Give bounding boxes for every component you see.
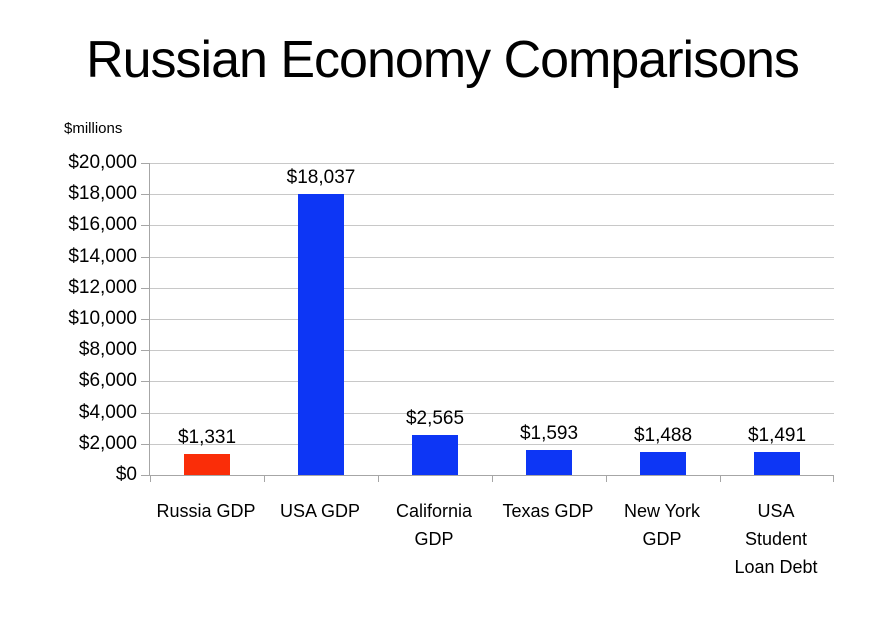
y-tick — [141, 412, 150, 414]
plot-area: $0 $2,000 $4,000 $6,000 $8,000 $10,000 $12,000… — [68, 152, 834, 485]
x-axis-category-labels: Russia GDP USA GDP California GDP Texas GDP… — [149, 497, 833, 597]
bar — [184, 454, 230, 475]
bar-value-label: $18,037 — [286, 166, 356, 188]
category-label: Texas GDP — [502, 501, 594, 521]
x-tick — [264, 475, 265, 482]
category-label: USA Student Loan Debt — [734, 501, 818, 577]
y-tick-label: $16,000 — [68, 214, 137, 236]
gridline — [150, 256, 834, 258]
category-label: USA GDP — [279, 501, 361, 521]
y-tick-label: $0 — [115, 464, 137, 485]
y-tick-label: $20,000 — [68, 152, 137, 173]
y-tick — [141, 256, 150, 258]
y-tick — [141, 319, 150, 320]
bar — [412, 435, 458, 475]
y-tick — [141, 194, 150, 196]
x-tick — [833, 475, 834, 482]
gridline — [150, 381, 834, 383]
y-tick-label: $6,000 — [78, 370, 137, 392]
bar — [526, 450, 572, 475]
x-tick — [378, 475, 379, 482]
x-tick — [720, 475, 721, 482]
gridline — [150, 163, 834, 164]
bar — [640, 451, 686, 475]
bar — [754, 451, 800, 475]
y-tick — [141, 350, 150, 352]
y-tick — [141, 163, 150, 164]
y-axis-unit-label: $millions — [64, 120, 123, 137]
y-tick — [141, 475, 150, 476]
y-tick-label: $10,000 — [68, 308, 137, 329]
y-tick-label: $18,000 — [68, 183, 137, 205]
gridline — [150, 287, 834, 289]
bar-value-label: $1,331 — [177, 427, 237, 449]
y-tick-label: $12,000 — [68, 276, 137, 298]
y-tick — [141, 287, 150, 289]
gridline — [150, 319, 834, 320]
y-tick — [141, 225, 150, 227]
category-label: California GDP — [395, 501, 473, 549]
bar-value-label: $1,593 — [519, 423, 579, 445]
y-tick — [141, 443, 150, 445]
y-tick-label: $14,000 — [68, 245, 137, 267]
x-tick — [150, 475, 151, 482]
gridline — [150, 225, 834, 227]
bar-value-label: $2,565 — [405, 407, 465, 429]
category-label: Russia GDP — [156, 501, 256, 521]
x-tick — [606, 475, 607, 482]
bar-value-label: $1,488 — [633, 424, 693, 446]
gridline — [150, 194, 834, 196]
category-label: New York GDP — [623, 501, 701, 549]
bar — [298, 193, 344, 475]
y-tick-label: $8,000 — [78, 339, 137, 361]
gridline — [150, 443, 834, 445]
chart-title: Russian Economy Comparisons — [86, 31, 800, 89]
y-tick-label: $2,000 — [78, 432, 137, 454]
x-tick — [492, 475, 493, 482]
y-tick-label: $4,000 — [78, 401, 137, 423]
bar-value-label: $1,491 — [747, 424, 807, 446]
y-tick — [141, 381, 150, 383]
gridline — [150, 350, 834, 352]
gridline — [150, 412, 834, 414]
